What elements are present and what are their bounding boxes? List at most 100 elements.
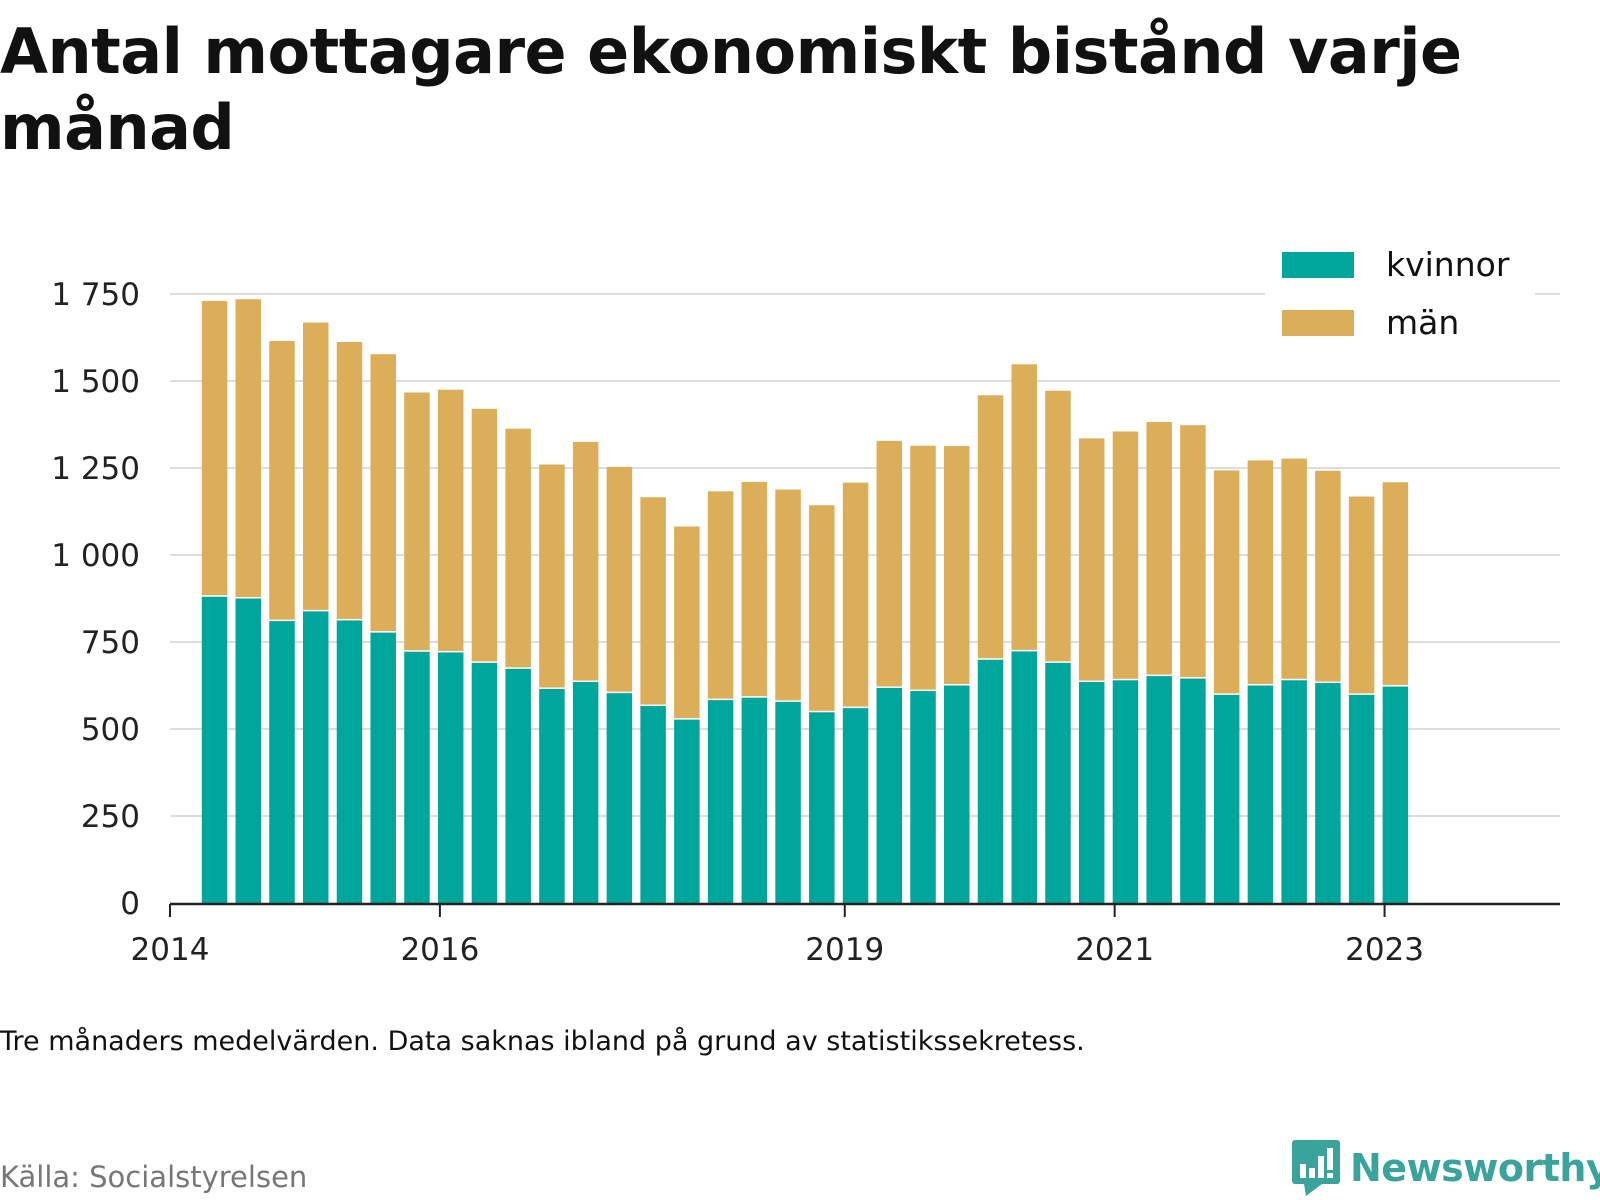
bar-man <box>302 322 329 610</box>
bar-man <box>1247 460 1274 684</box>
bar-kvinnor <box>1348 694 1375 903</box>
bar-kvinnor <box>235 598 262 903</box>
bar-kvinnor <box>201 596 228 903</box>
bar-man <box>1348 496 1375 694</box>
bar-kvinnor <box>572 682 599 903</box>
bar-man <box>1213 470 1240 694</box>
bar-kvinnor <box>302 611 329 903</box>
chart-title: Antal mottagare ekonomiskt bistånd varje… <box>0 15 1462 164</box>
bar-man <box>674 526 700 719</box>
bar-kvinnor <box>741 697 768 903</box>
bar-man <box>1011 364 1037 650</box>
bar-man <box>404 392 430 651</box>
y-axis-ticks: 0 250 500 750 1 000 1 250 1 500 1 750 <box>51 277 140 922</box>
y-tick-label: 250 <box>81 799 140 835</box>
x-tick-label: 2016 <box>400 932 479 968</box>
bar-man <box>876 440 903 687</box>
bar-man <box>707 491 734 699</box>
bar-man <box>1112 431 1139 679</box>
x-tick-label: 2019 <box>805 932 884 968</box>
legend-swatch <box>1282 252 1354 278</box>
x-tick-label: 2021 <box>1075 932 1154 968</box>
bar-kvinnor <box>1180 678 1206 903</box>
legend-swatch <box>1282 310 1354 336</box>
legend-label: kvinnor <box>1386 245 1510 284</box>
x-tick-label: 2014 <box>131 932 210 968</box>
y-tick-label: 500 <box>81 712 140 748</box>
bar-man <box>505 428 531 668</box>
bar-chart-speech-bubble-icon <box>1292 1140 1340 1196</box>
bar-man <box>1146 422 1172 675</box>
legend-label: män <box>1386 303 1459 342</box>
bar-kvinnor <box>404 651 430 903</box>
bar-kvinnor <box>505 668 531 903</box>
y-tick-label: 0 <box>120 886 140 922</box>
bar-kvinnor <box>1011 651 1037 903</box>
bar-man <box>1281 458 1307 679</box>
bar-man <box>1180 425 1206 678</box>
bar-kvinnor <box>944 685 970 903</box>
bar-kvinnor <box>977 659 1004 903</box>
legend: kvinnor män <box>1265 240 1535 358</box>
bar-man <box>944 446 970 684</box>
bar-kvinnor <box>640 706 666 903</box>
chart-note: Tre månaders medelvärden. Data saknas ib… <box>0 1026 1085 1057</box>
bar-kvinnor <box>1112 680 1139 903</box>
bar-kvinnor <box>1078 682 1105 903</box>
bar-kvinnor <box>1247 685 1274 903</box>
bar-kvinnor <box>707 700 734 903</box>
bar-man <box>1382 482 1409 686</box>
brand-name: Newsworthy <box>1350 1146 1600 1190</box>
bar-kvinnor <box>370 632 396 903</box>
bar-kvinnor <box>876 687 903 903</box>
bar-man <box>471 408 498 662</box>
bar-kvinnor <box>1045 662 1071 903</box>
y-tick-label: 1 500 <box>51 364 140 400</box>
y-tick-label: 1 250 <box>51 451 140 487</box>
bar-man <box>977 395 1004 659</box>
x-tick-label: 2023 <box>1345 932 1424 968</box>
bar-kvinnor <box>471 662 498 903</box>
bar-man <box>1315 470 1341 682</box>
bar-man <box>235 299 262 597</box>
bar-kvinnor <box>606 693 633 903</box>
y-tick-label: 1 000 <box>51 538 140 574</box>
bar-man <box>775 489 801 701</box>
bar-man <box>910 445 936 690</box>
bar-kvinnor <box>1213 694 1240 903</box>
bar-kvinnor <box>809 712 835 903</box>
bar-man <box>201 300 228 596</box>
newsworthy-logo[interactable]: Newsworthy <box>1292 1140 1600 1196</box>
bar-man <box>539 464 565 688</box>
bars <box>201 299 1409 903</box>
bar-kvinnor <box>910 691 936 903</box>
source-credit: Källa: Socialstyrelsen <box>0 1160 308 1194</box>
y-tick-label: 750 <box>81 625 140 661</box>
bar-kvinnor <box>269 621 295 903</box>
bar-man <box>572 441 599 681</box>
bar-man <box>370 354 396 632</box>
bar-man <box>809 505 835 711</box>
bar-man <box>741 481 768 697</box>
bar-kvinnor <box>336 620 363 903</box>
bar-kvinnor <box>674 719 700 903</box>
bar-man <box>1078 438 1105 681</box>
bar-man <box>842 482 869 707</box>
bar-man <box>606 466 633 692</box>
bar-kvinnor <box>1382 686 1409 903</box>
bar-kvinnor <box>437 652 464 903</box>
bar-man <box>437 389 464 651</box>
bar-man <box>269 340 295 620</box>
bar-kvinnor <box>1281 680 1307 903</box>
bar-kvinnor <box>539 688 565 903</box>
y-tick-label: 1 750 <box>51 277 140 313</box>
bar-kvinnor <box>1146 676 1172 903</box>
bar-kvinnor <box>1315 683 1341 903</box>
bar-kvinnor <box>842 708 869 903</box>
bar-man <box>640 497 666 705</box>
x-axis: 2014 2016 2019 2021 2023 <box>131 902 1560 968</box>
bar-kvinnor <box>775 701 801 903</box>
bar-man <box>336 342 363 619</box>
bar-man <box>1045 390 1071 662</box>
